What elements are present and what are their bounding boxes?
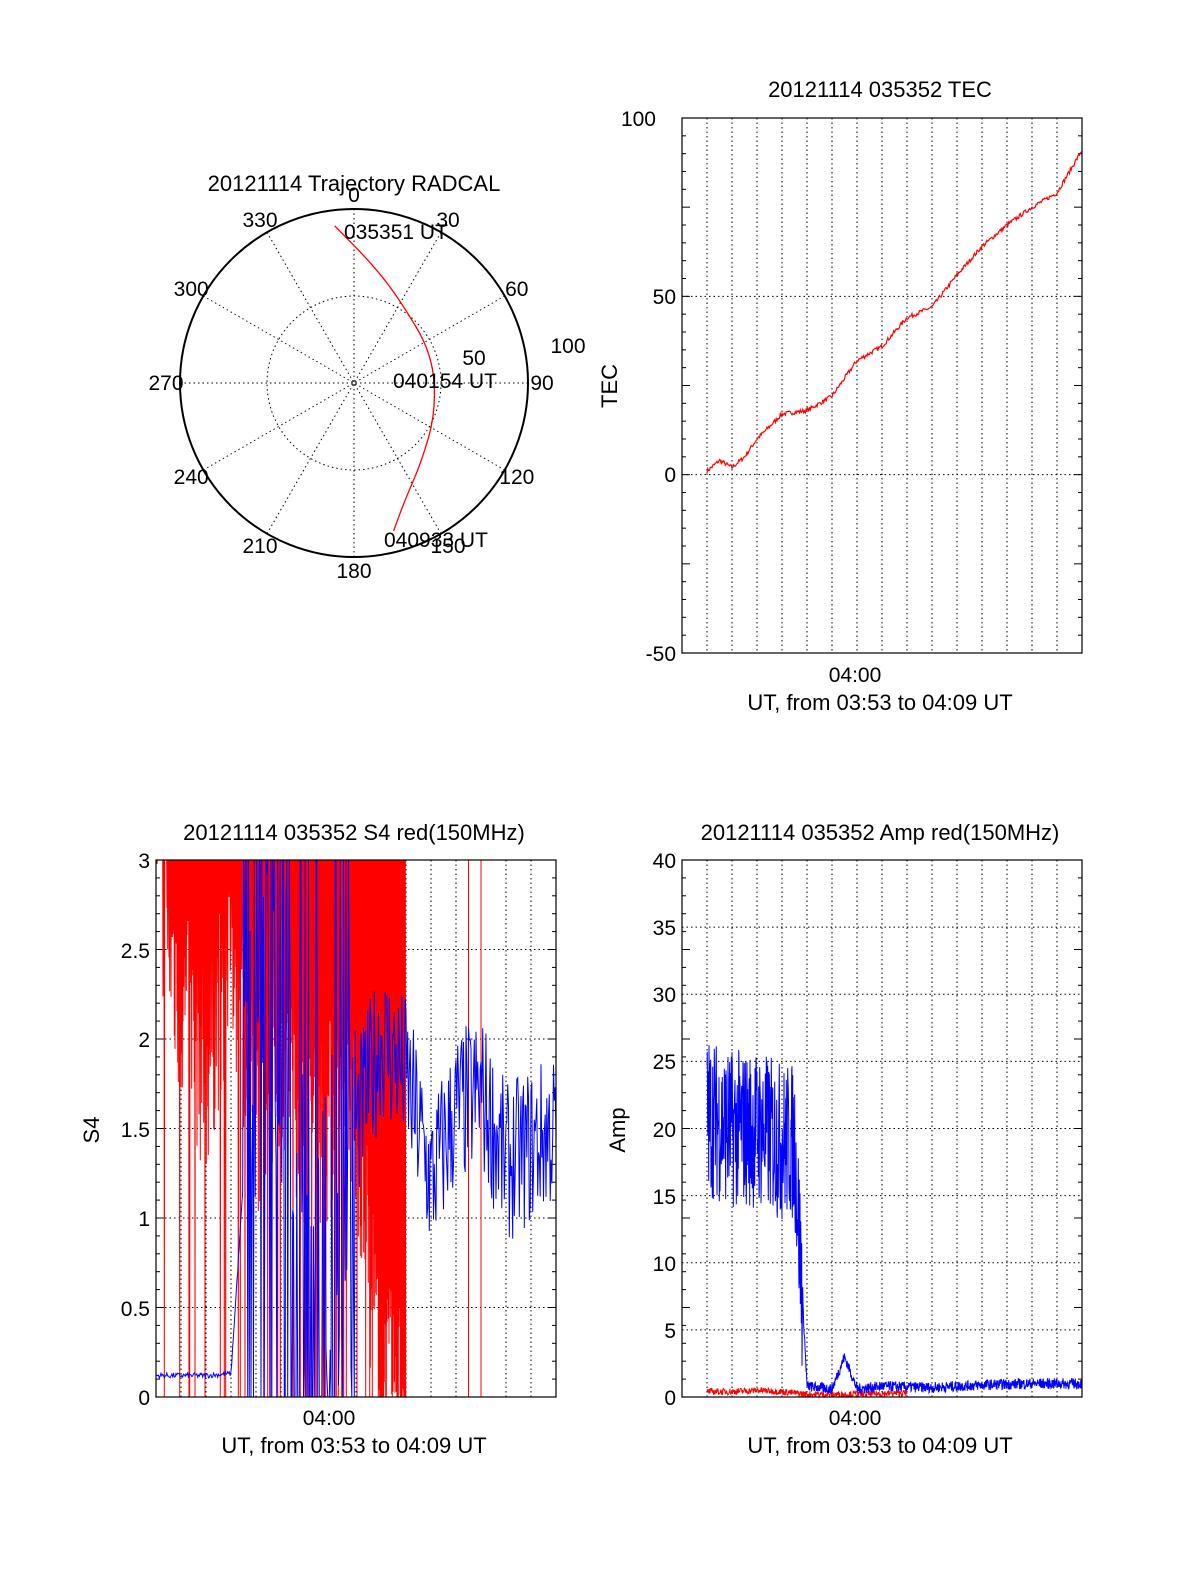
polar-panel: 20121114 Trajectory RADCAL 0 30 60 90 120 150… [148, 171, 585, 583]
amp-ytick-20: 20 [653, 1119, 676, 1142]
s4-plot-frame [155, 859, 557, 1398]
s4-red-series-line [156, 859, 482, 1398]
polar-azimuth-label: 330 [242, 209, 277, 232]
tec-ytick-minus50: -50 [646, 643, 676, 666]
amp-ytick-30: 30 [653, 984, 676, 1007]
trajectory-start-label: 035351 UT [344, 221, 448, 244]
amp-xlabel: UT, from 03:53 to 04:09 UT [747, 1433, 1012, 1458]
amp-ytick-0: 0 [664, 1387, 676, 1410]
tec-ytick-100: 100 [621, 108, 656, 131]
tec-xlabel: UT, from 03:53 to 04:09 UT [747, 690, 1012, 715]
trajectory-mid-label: 040154 UT [393, 370, 497, 393]
tec-ytick-0: 0 [664, 464, 676, 487]
amp-title: 20121114 035352 Amp red(150MHz) [701, 820, 1060, 845]
amp-ytick-15: 15 [653, 1186, 676, 1209]
s4-ytick-2.5: 2.5 [121, 940, 150, 963]
amp-plot-frame [681, 859, 1083, 1398]
tec-series-line [706, 150, 1083, 474]
amp-grid [682, 860, 1082, 1397]
polar-title: 20121114 Trajectory RADCAL [208, 171, 501, 196]
s4-ytick-2: 2 [138, 1029, 150, 1052]
s4-xlabel: UT, from 03:53 to 04:09 UT [221, 1433, 486, 1458]
polar-azimuth-label: 210 [242, 535, 277, 558]
amp-ylabel: Amp [605, 1107, 630, 1152]
polar-azimuth-label: 90 [530, 372, 553, 395]
polar-frame [179, 208, 529, 558]
s4-title: 20121114 035352 S4 red(150MHz) [183, 820, 525, 845]
polar-azimuth-label: 270 [148, 372, 183, 395]
s4-blue-series-line [155, 859, 557, 1398]
amp-ytick-10: 10 [653, 1253, 676, 1276]
s4-ytick-0.5: 0.5 [121, 1298, 150, 1321]
polar-radial-label-50: 50 [462, 347, 485, 370]
trajectory-end-label: 040933 UT [384, 529, 488, 552]
amp-xtick-0400: 04:00 [829, 1407, 882, 1430]
polar-azimuth-label: 0 [348, 184, 360, 207]
polar-azimuth-label: 300 [174, 278, 209, 301]
tec-ytick-50: 50 [653, 286, 676, 309]
s4-ytick-1.5: 1.5 [121, 1119, 150, 1142]
tec-grid [682, 118, 1082, 653]
s4-ytick-0: 0 [138, 1387, 150, 1410]
s4-xtick-0400: 04:00 [303, 1407, 356, 1430]
polar-azimuth-label: 60 [505, 278, 528, 301]
amp-ytick-40: 40 [653, 850, 676, 873]
amp-ytick-35: 35 [653, 917, 676, 940]
amp-ytick-5: 5 [664, 1320, 676, 1343]
s4-ytick-3: 3 [138, 850, 150, 873]
tec-xtick-0400: 04:00 [829, 664, 882, 687]
amp-ytick-25: 25 [653, 1051, 676, 1074]
s4-ylabel: S4 [79, 1117, 104, 1144]
s4-ytick-1: 1 [138, 1208, 150, 1231]
polar-azimuth-labels: 0 30 60 90 120 150 180 210 240 270 300 330 [148, 184, 553, 583]
polar-azimuth-label: 150 [430, 535, 465, 558]
tec-plot-frame [681, 117, 1083, 654]
polar-azimuth-label: 240 [174, 466, 209, 489]
amp-blue-series-line [706, 1045, 1083, 1395]
tec-title: 20121114 035352 TEC [768, 77, 992, 102]
polar-azimuth-label: 30 [436, 209, 459, 232]
s4-panel: 20121114 035352 S4 red(150MHz) 3 2.5 2 1… [79, 820, 557, 1458]
tec-ylabel: TEC [597, 364, 622, 408]
tec-panel: 20121114 035352 TEC 100 50 0 -50 04:00 U… [597, 77, 1083, 715]
polar-radial-label-100: 100 [550, 335, 585, 358]
amp-panel: 20121114 035352 Amp red(150MHz) 40 35 30… [605, 820, 1083, 1458]
polar-grid [180, 209, 528, 557]
trajectory-line [334, 225, 436, 532]
polar-azimuth-label: 120 [499, 466, 534, 489]
polar-azimuth-label: 180 [336, 560, 371, 583]
